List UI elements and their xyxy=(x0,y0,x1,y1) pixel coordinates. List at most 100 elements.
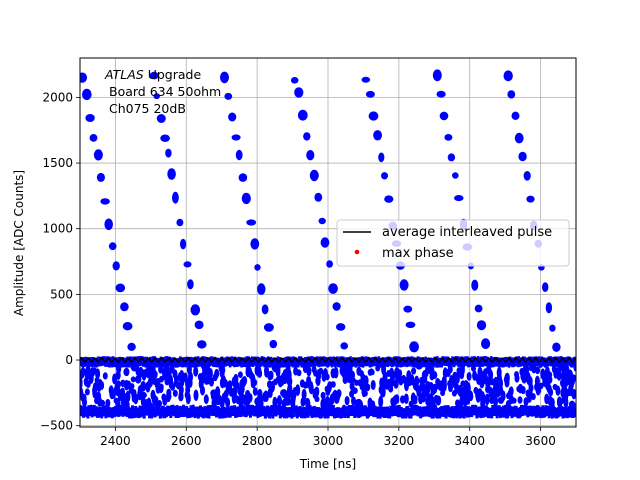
sample-point xyxy=(95,368,101,380)
sample-point xyxy=(378,152,385,163)
sample-point xyxy=(493,395,498,408)
sample-point xyxy=(507,90,516,99)
sample-point xyxy=(85,114,95,122)
sample-point xyxy=(517,396,523,404)
sample-point xyxy=(179,376,185,387)
sample-point xyxy=(220,366,226,375)
sample-point xyxy=(207,367,213,376)
sample-point xyxy=(160,134,170,142)
sample-point xyxy=(254,264,261,271)
sample-point xyxy=(151,374,157,385)
sample-point xyxy=(187,279,194,290)
sample-point xyxy=(458,384,463,395)
sample-point xyxy=(129,383,135,390)
sample-point xyxy=(416,385,422,398)
sample-point xyxy=(220,71,229,84)
sample-point xyxy=(460,380,466,387)
sample-point xyxy=(113,397,119,404)
sample-point xyxy=(193,366,199,377)
sample-point xyxy=(124,379,129,391)
sample-point xyxy=(511,111,520,121)
sample-point xyxy=(456,367,462,375)
sample-point xyxy=(232,386,238,396)
sample-point xyxy=(165,148,172,158)
x-tick-label: 3200 xyxy=(384,434,415,448)
sample-point xyxy=(203,394,209,405)
sample-point xyxy=(92,385,98,397)
sample-point xyxy=(275,366,281,378)
x-tick-label: 2800 xyxy=(242,434,273,448)
sample-point xyxy=(141,369,147,381)
sample-point xyxy=(332,302,341,311)
sample-point xyxy=(481,338,491,350)
sample-point xyxy=(425,383,431,395)
sample-point xyxy=(411,367,417,375)
sample-point xyxy=(498,384,504,396)
sample-point xyxy=(157,399,162,408)
sample-point xyxy=(153,399,159,407)
sample-point xyxy=(153,93,160,100)
y-axis-label: Amplitude [ADC Counts] xyxy=(12,170,26,316)
legend-label-max-phase: max phase xyxy=(382,246,454,261)
sample-point xyxy=(280,389,286,397)
sample-point xyxy=(246,219,257,226)
axis-ticks: 2400 2600 2800 3000 3200 3400 3600 −500 0 500 1000… xyxy=(40,90,556,448)
sample-point xyxy=(228,112,237,122)
sample-point xyxy=(248,370,254,380)
sample-point xyxy=(123,393,129,404)
sample-point xyxy=(442,367,448,379)
sample-point xyxy=(412,381,418,391)
sample-point xyxy=(104,218,113,231)
sample-point xyxy=(526,195,535,203)
sample-point xyxy=(210,390,216,401)
sample-point xyxy=(399,279,409,291)
sample-point xyxy=(231,134,241,141)
sample-point xyxy=(238,173,248,182)
sample-point xyxy=(389,367,395,380)
sample-point xyxy=(321,398,327,408)
sample-point xyxy=(320,237,330,248)
sample-point xyxy=(80,389,84,399)
sample-point xyxy=(228,387,234,394)
sample-point xyxy=(514,132,524,144)
sample-point xyxy=(394,367,400,374)
sample-point xyxy=(156,114,166,123)
sample-point xyxy=(341,368,347,379)
sample-point xyxy=(90,367,95,378)
sample-point xyxy=(336,389,342,398)
sample-point xyxy=(219,377,225,389)
sample-point xyxy=(440,389,446,397)
sample-point xyxy=(297,109,308,121)
sample-point xyxy=(440,381,445,391)
sample-point xyxy=(503,70,513,82)
sample-point xyxy=(488,390,494,399)
sample-point xyxy=(146,397,152,409)
sample-point xyxy=(185,385,191,395)
sample-point xyxy=(384,195,394,203)
sample-point xyxy=(167,168,176,180)
sample-point xyxy=(82,88,92,101)
sample-point xyxy=(235,149,243,161)
sample-point xyxy=(84,388,90,396)
sample-point xyxy=(465,382,471,395)
y-tick-label: 1500 xyxy=(42,156,73,170)
sample-point xyxy=(420,382,426,392)
sample-point xyxy=(290,77,299,84)
sample-point xyxy=(351,396,356,406)
sample-point xyxy=(130,376,136,383)
average-pulse-line xyxy=(80,357,576,363)
legend-box xyxy=(336,219,570,267)
sample-point xyxy=(318,217,326,225)
channel-annotation: Ch075 20dB xyxy=(109,101,186,116)
sample-point xyxy=(555,385,561,396)
sample-point xyxy=(523,397,529,407)
sample-point xyxy=(82,397,87,408)
sample-point xyxy=(176,218,184,227)
sample-point xyxy=(194,320,204,330)
board-annotation: Board 634 50ohm xyxy=(109,84,221,99)
sample-point xyxy=(476,320,487,331)
legend-dot-swatch xyxy=(354,249,360,255)
sample-point xyxy=(544,366,550,378)
sample-point xyxy=(518,151,527,162)
sample-point xyxy=(559,373,565,380)
